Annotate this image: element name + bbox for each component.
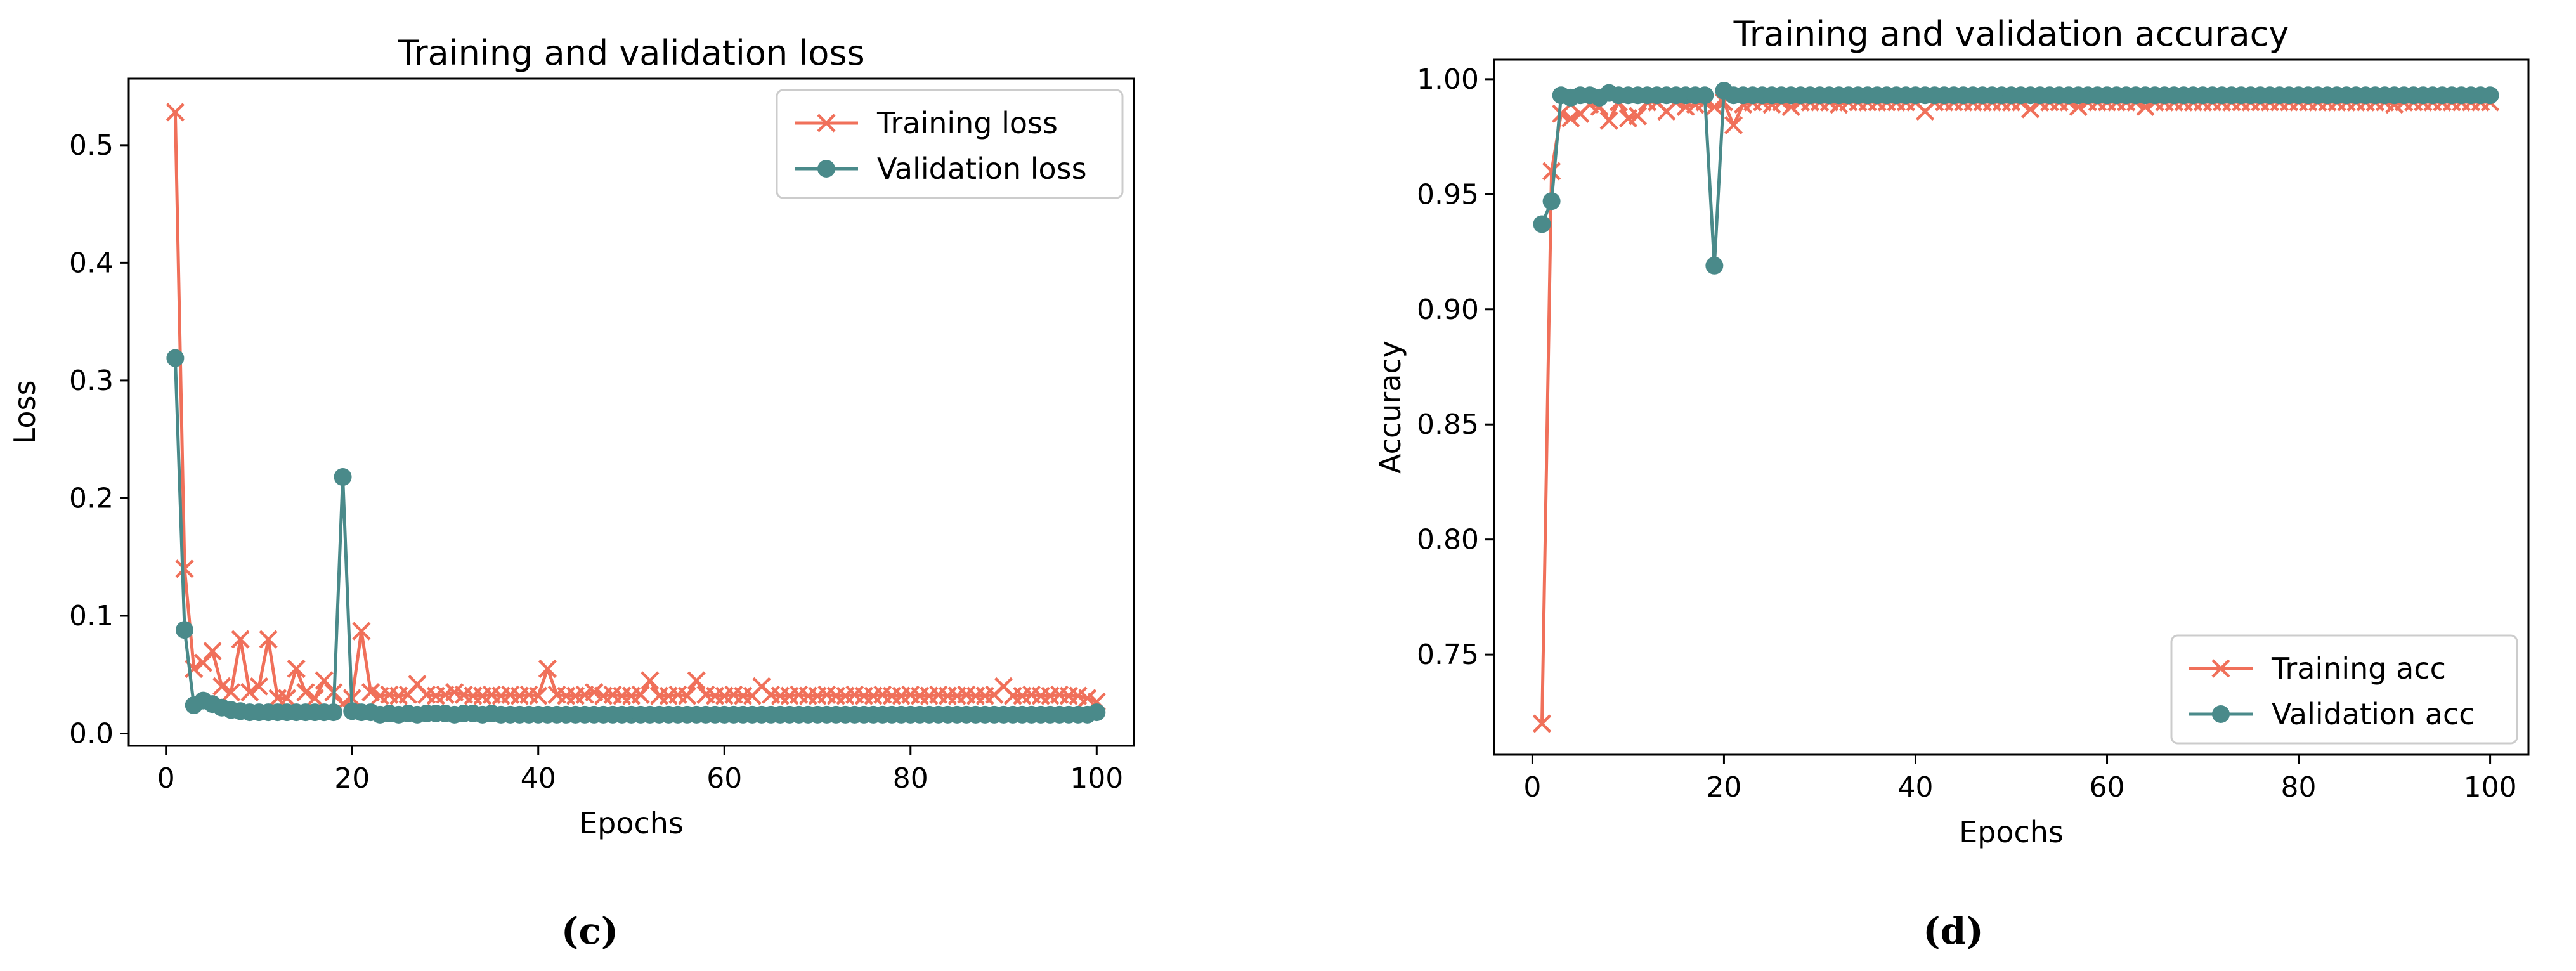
data-point	[1628, 107, 1648, 126]
x-tick-label: 0	[157, 762, 175, 795]
data-point	[1696, 86, 1714, 105]
y-tick-label: 0.75	[1417, 639, 1479, 671]
data-point	[305, 689, 325, 708]
data-point	[1724, 115, 1743, 135]
data-point	[324, 703, 342, 722]
legend: Training loss Validation loss	[776, 89, 1124, 199]
data-point	[221, 682, 241, 702]
legend: Training acc Validation acc	[2170, 634, 2518, 745]
y-axis-label: Accuracy	[1373, 341, 1407, 474]
legend-marker	[2211, 659, 2230, 678]
legend-label: Training loss	[876, 106, 1058, 140]
y-tick-label: 1.00	[1417, 63, 1479, 96]
legend-box	[776, 89, 1124, 199]
data-point	[231, 630, 250, 649]
data-point	[1533, 215, 1551, 233]
y-tick-label: 0.0	[69, 718, 114, 750]
legend-label: Validation loss	[877, 152, 1087, 186]
y-tick-label: 0.5	[69, 129, 114, 162]
x-tick-label: 80	[893, 762, 928, 795]
chart-panel-2: Training and validation accuracy 0 20 40 60 8…	[1373, 14, 2530, 953]
panel-caption: (d)	[1923, 909, 1983, 953]
data-point	[1542, 192, 1561, 211]
chart-title: Training and validation accuracy	[1733, 14, 2289, 54]
x-tick-label: 40	[521, 762, 556, 795]
x-axis-label: Epochs	[1959, 815, 2064, 849]
series-2	[166, 349, 1106, 724]
plot-frame	[1493, 58, 2530, 756]
data-point	[1532, 714, 1552, 733]
legend-marker	[817, 114, 836, 133]
data-point	[641, 671, 660, 690]
data-point	[2021, 100, 2040, 119]
x-tick-label: 80	[2281, 771, 2317, 804]
data-point	[166, 349, 185, 367]
panel-caption: (c)	[561, 909, 618, 953]
x-tick-label: 20	[1706, 771, 1741, 804]
series-line	[173, 112, 1098, 706]
series-line	[1540, 89, 2490, 268]
data-point	[240, 682, 259, 702]
data-point	[249, 677, 269, 696]
data-point	[2481, 86, 2499, 105]
y-tick-label: 0.85	[1417, 408, 1479, 441]
x-tick-label: 60	[706, 762, 742, 795]
data-point	[259, 630, 278, 649]
y-axis-label: Loss	[8, 381, 42, 445]
y-tick-label: 0.3	[69, 365, 114, 397]
data-point	[1599, 111, 1618, 130]
data-point	[529, 686, 548, 705]
series-line	[173, 358, 1097, 717]
data-point	[296, 682, 315, 702]
data-point	[1552, 104, 1571, 123]
data-point	[212, 677, 231, 696]
x-tick-label: 100	[2464, 771, 2517, 804]
data-point	[1542, 162, 1561, 181]
data-point	[1561, 108, 1580, 128]
legend-marker	[2212, 705, 2230, 723]
y-tick-label: 0.80	[1417, 524, 1479, 556]
series-2	[1533, 81, 2499, 275]
x-tick-label: 40	[1897, 771, 1933, 804]
y-tick-label: 0.4	[69, 247, 114, 279]
data-point	[193, 653, 212, 672]
data-point	[352, 622, 371, 641]
data-point	[176, 621, 194, 639]
data-point	[315, 671, 334, 690]
legend-label: Validation acc	[2272, 697, 2475, 731]
x-tick-label: 20	[334, 762, 370, 795]
y-tick-label: 0.2	[69, 482, 114, 514]
data-point	[1705, 256, 1724, 275]
series-1	[166, 103, 1106, 714]
x-tick-label: 100	[1070, 762, 1123, 795]
y-tick-label: 0.1	[69, 600, 114, 632]
legend-marker	[817, 160, 835, 178]
y-tick-label: 0.95	[1417, 178, 1479, 211]
legend-box	[2170, 634, 2518, 745]
data-point	[687, 671, 706, 690]
data-point	[175, 559, 194, 578]
x-tick-label: 0	[1523, 771, 1541, 804]
legend-label: Training acc	[2271, 651, 2446, 686]
x-axis-label: Epochs	[579, 806, 684, 840]
data-point	[277, 689, 297, 708]
y-tick-label: 0.90	[1417, 294, 1479, 326]
chart-title: Training and validation loss	[397, 33, 864, 73]
plot-frame	[127, 77, 1135, 747]
x-tick-label: 60	[2090, 771, 2125, 804]
data-point	[1088, 703, 1106, 722]
data-point	[166, 103, 185, 122]
data-point	[677, 686, 697, 705]
data-point	[538, 659, 557, 679]
chart-panel-1: Training and validation loss 0 20 40 60 80 100…	[8, 33, 1135, 953]
data-point	[287, 659, 306, 679]
data-point	[631, 685, 650, 704]
data-point	[203, 642, 222, 661]
data-point	[334, 468, 352, 486]
series-line	[1540, 100, 2490, 724]
